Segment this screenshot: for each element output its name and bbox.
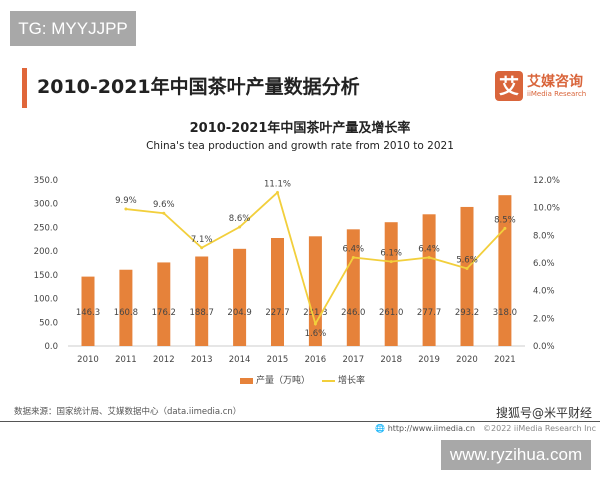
bar-label: 146.3: [76, 308, 100, 318]
x-tick-label: 2012: [153, 355, 175, 365]
divider: [0, 421, 600, 422]
chart-subtitle: China's tea production and growth rate f…: [146, 140, 454, 152]
growth-point: [389, 260, 393, 264]
x-tick-label: 2010: [77, 355, 99, 365]
legend-bar: 产量（万吨）: [240, 373, 310, 386]
growth-label: 6.4%: [342, 244, 364, 254]
bar: [195, 256, 209, 346]
growth-label: 9.6%: [153, 200, 175, 210]
y-tick-label: 0.0: [44, 342, 58, 352]
bar-label: 160.8: [114, 308, 138, 318]
growth-point: [162, 211, 166, 215]
logo-cn: 艾媒咨询: [527, 74, 583, 90]
growth-point: [238, 225, 242, 229]
bar-label: 318.0: [493, 308, 517, 318]
watermark: 搜狐号@米平财经: [495, 406, 592, 420]
bar: [233, 248, 247, 346]
y-tick-label: 150.0: [34, 271, 58, 281]
bar: [460, 206, 474, 346]
y-tick-label: 50.0: [39, 318, 58, 328]
logo: 艾 艾媒咨询 iiMedia Research: [495, 71, 586, 101]
overlay-tag: TG: MYYJJPP: [10, 11, 136, 46]
x-tick-label: 2015: [267, 355, 289, 365]
x-tick-label: 2021: [494, 355, 516, 365]
growth-point: [313, 322, 317, 326]
growth-label: 8.5%: [494, 215, 516, 225]
bar-label: 176.2: [152, 308, 176, 318]
y-tick-label: 100.0: [34, 295, 58, 305]
y-tick-label: 250.0: [34, 223, 58, 233]
growth-point: [427, 255, 431, 259]
growth-label: 6.4%: [418, 244, 440, 254]
watermark-url: www.ryzihua.com: [441, 440, 591, 470]
bar-label: 246.0: [341, 308, 365, 318]
bar: [119, 269, 133, 346]
y2-tick-label: 8.0%: [533, 231, 555, 241]
y-tick-label: 200.0: [34, 247, 58, 257]
x-tick-label: 2017: [342, 355, 364, 365]
x-tick-label: 2016: [305, 355, 327, 365]
bar-label: 204.9: [227, 308, 251, 318]
growth-point: [465, 267, 469, 271]
site-link[interactable]: 🌐 http://www.iimedia.cn: [375, 424, 476, 433]
bar-label: 227.7: [265, 308, 289, 318]
growth-label: 8.6%: [229, 214, 251, 224]
growth-point: [503, 226, 507, 230]
bar: [81, 276, 95, 346]
growth-label: 1.6%: [305, 329, 327, 339]
y2-tick-label: 2.0%: [533, 314, 555, 324]
x-tick-label: 2014: [229, 355, 251, 365]
growth-point: [276, 190, 279, 194]
copyright: ©2022 iiMedia Research Inc: [483, 424, 596, 433]
bar-label: 188.7: [190, 308, 214, 318]
growth-label: 11.1%: [264, 179, 291, 189]
x-tick-label: 2020: [456, 355, 478, 365]
bar: [157, 262, 171, 346]
y2-tick-label: 6.0%: [533, 259, 555, 269]
growth-label: 6.1%: [380, 249, 402, 259]
growth-label: 7.1%: [191, 235, 213, 245]
y-tick-label: 300.0: [34, 200, 58, 210]
page-title: 2010-2021年中国茶叶产量数据分析: [37, 76, 360, 98]
growth-label: 5.6%: [456, 256, 478, 266]
source-note: 数据来源：国家统计局、艾媒数据中心（data.iimedia.cn）: [14, 407, 242, 417]
legend-line: 增长率: [322, 373, 365, 386]
x-tick-label: 2011: [115, 355, 137, 365]
y2-tick-label: 12.0%: [533, 176, 560, 186]
growth-point: [351, 255, 355, 259]
bar-label: 293.2: [455, 308, 479, 318]
x-tick-label: 2013: [191, 355, 213, 365]
bar: [384, 222, 398, 346]
bar: [271, 238, 284, 346]
x-tick-label: 2019: [418, 355, 440, 365]
y2-tick-label: 4.0%: [533, 287, 555, 297]
growth-label: 9.9%: [115, 196, 137, 206]
y2-tick-label: 0.0%: [533, 342, 555, 352]
bar-label: 261.0: [379, 308, 403, 318]
logo-mark: 艾: [495, 71, 523, 101]
y-tick-label: 350.0: [34, 176, 58, 186]
title-accent: [22, 68, 27, 108]
x-tick-label: 2018: [380, 355, 402, 365]
footer-right: 🌐 http://www.iimedia.cn ©2022 iiMedia Re…: [375, 424, 596, 433]
y2-tick-label: 10.0%: [533, 204, 560, 214]
bar-label: 277.7: [417, 308, 441, 318]
bar-label: 231.3: [303, 308, 327, 318]
logo-en: iiMedia Research: [527, 90, 587, 98]
growth-point: [124, 207, 128, 211]
bar: [422, 214, 436, 346]
legend: 产量（万吨） 增长率: [240, 373, 365, 386]
growth-point: [200, 246, 204, 250]
chart-title: 2010-2021年中国茶叶产量及增长率: [189, 121, 411, 136]
